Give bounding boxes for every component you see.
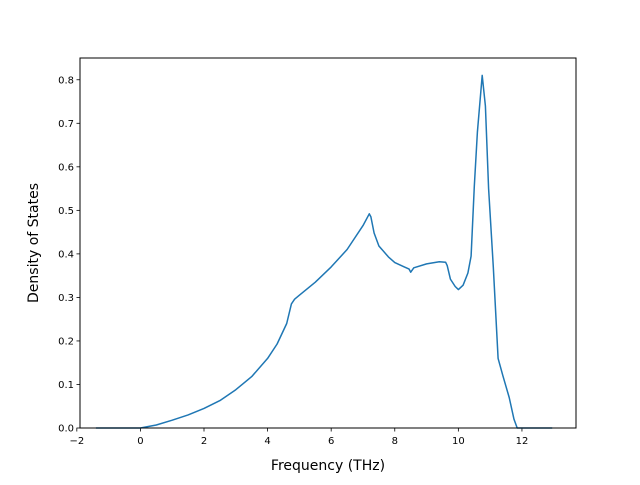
y-tick-label: 0.4 — [58, 249, 74, 260]
y-tick-label: 0.8 — [58, 75, 74, 86]
x-axis-label: Frequency (THz) — [271, 458, 385, 474]
y-tick-label: 0.3 — [58, 293, 74, 304]
y-tick-label: 0.6 — [58, 162, 74, 173]
y-tick-label: 0.2 — [58, 336, 74, 347]
y-tick-label: 0.7 — [58, 119, 74, 130]
x-tick-label: −2 — [69, 436, 84, 447]
plot-frame — [79, 57, 577, 429]
y-axis-ticks: 0.0 0.1 0.2 0.3 0.4 0.5 0.6 0.7 0.8 — [58, 75, 80, 435]
y-tick-label: 0.5 — [58, 206, 74, 217]
x-tick-label: 0 — [137, 436, 143, 447]
x-axis-ticks: −2 0 2 4 6 8 10 12 — [69, 428, 528, 447]
x-tick-label: 12 — [516, 436, 529, 447]
x-tick-label: 8 — [392, 436, 398, 447]
x-tick-label: 4 — [264, 436, 270, 447]
x-tick-label: 2 — [201, 436, 207, 447]
y-axis-label: Density of States — [26, 183, 42, 303]
plot-area — [80, 58, 576, 428]
y-tick-label: 0.1 — [58, 380, 74, 391]
x-tick-label: 10 — [452, 436, 465, 447]
dos-line — [95, 74, 553, 429]
x-tick-label: 6 — [328, 436, 334, 447]
series-layer — [95, 74, 553, 429]
y-tick-label: 0.0 — [58, 424, 74, 435]
